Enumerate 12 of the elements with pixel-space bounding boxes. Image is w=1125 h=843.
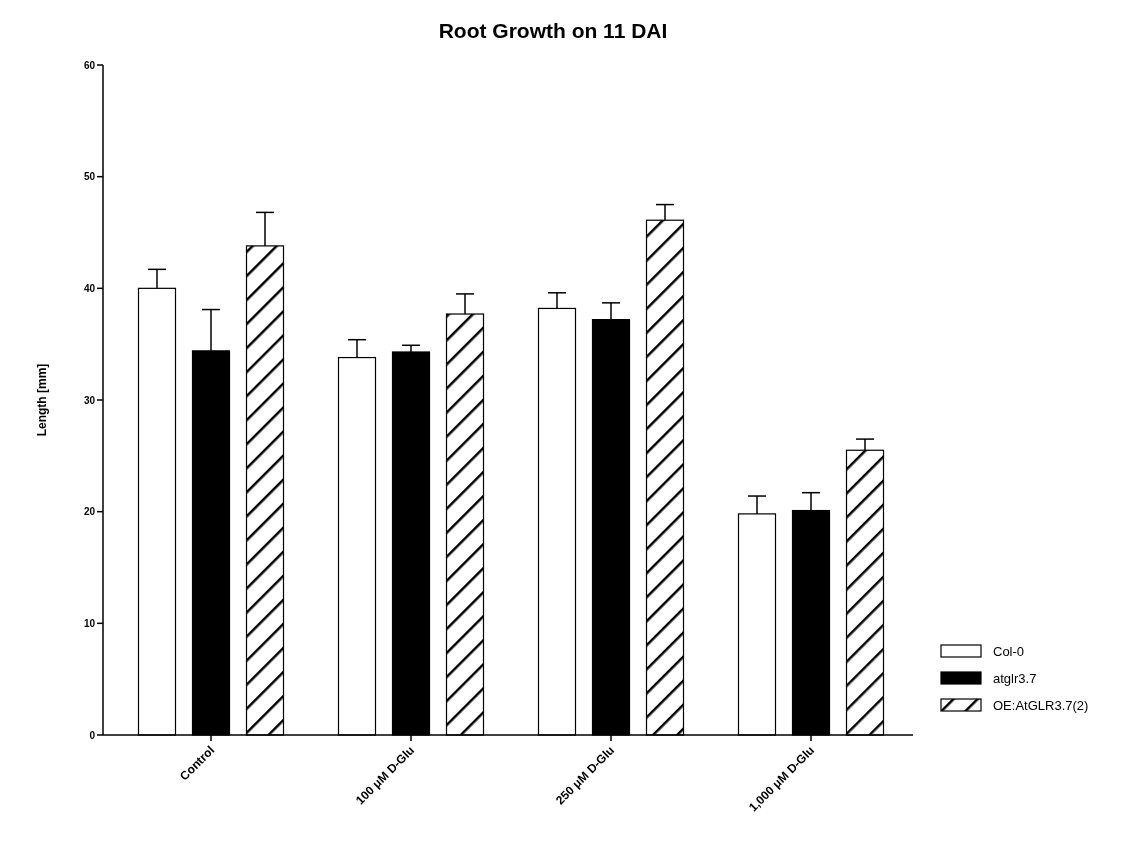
legend-label: OE:AtGLR3.7(2) — [993, 697, 1089, 713]
legend-label: atglr3.7 — [993, 670, 1037, 686]
y-tick-label: 30 — [83, 394, 96, 406]
y-tick-label: 0 — [89, 729, 96, 741]
y-tick-label: 10 — [83, 617, 96, 629]
y-tick-label: 20 — [83, 506, 96, 518]
y-axis-title: Length [mm] — [35, 363, 49, 437]
y-tick-label: 40 — [83, 282, 96, 294]
y-tick-label: 60 — [83, 59, 96, 71]
chart-title: Root Growth on 11 DAI — [438, 19, 668, 42]
legend-label: Col-0 — [993, 643, 1025, 659]
y-tick-label: 50 — [83, 171, 96, 183]
